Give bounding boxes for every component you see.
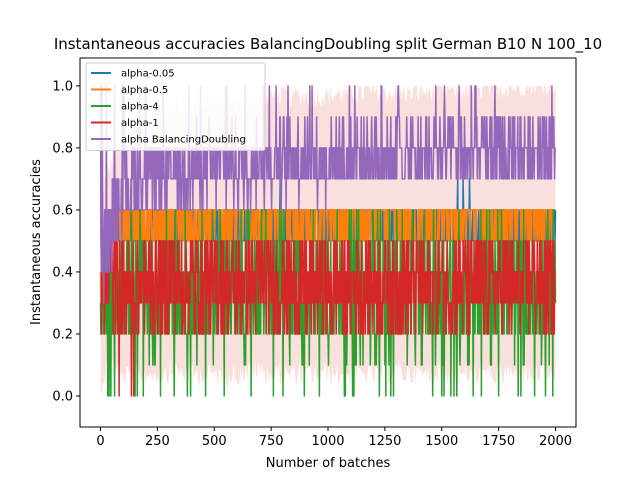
- legend-label: alpha-1: [121, 118, 159, 129]
- y-axis-label: Instantaneous accuracies: [29, 159, 44, 325]
- x-tick-label: 1000: [311, 434, 344, 449]
- y-tick-label: 0.6: [52, 203, 73, 218]
- legend-label: alpha BalancingDoubling: [121, 135, 246, 146]
- x-tick-label: 1750: [482, 434, 515, 449]
- y-axis: 0.0 0.2 0.4 0.6 0.8 1.0: [52, 79, 80, 404]
- x-tick-label: 1250: [368, 434, 401, 449]
- x-axis-label: Number of batches: [266, 456, 391, 471]
- x-tick-label: 250: [145, 434, 170, 449]
- x-tick-label: 750: [259, 434, 284, 449]
- chart-title: Instantaneous accuracies BalancingDoubli…: [54, 35, 602, 54]
- legend-label: alpha-4: [121, 102, 159, 113]
- series-line-alpha-1: [100, 240, 556, 397]
- series-line-alpha-BalancingDoubling: [99, 85, 556, 304]
- x-tick-label: 0: [96, 434, 104, 449]
- x-axis: 0 250 500 750 1000 1250 1500 1750 2000: [96, 427, 572, 449]
- legend-frame: [85, 62, 266, 151]
- y-tick-label: 1.0: [52, 79, 73, 94]
- legend: alpha-0.05 alpha-0.5 alpha-4 alpha-1 alpha B…: [85, 62, 266, 151]
- series-line-alpha-4: [99, 209, 557, 397]
- y-tick-label: 0.8: [52, 141, 73, 156]
- y-tick-label: 0.4: [52, 265, 73, 280]
- x-tick-label: 2000: [539, 434, 572, 449]
- y-tick-label: 0.0: [52, 389, 73, 404]
- legend-label: alpha-0.05: [121, 69, 175, 80]
- y-tick-label: 0.2: [52, 327, 73, 342]
- x-tick-label: 1500: [425, 434, 458, 449]
- x-tick-label: 500: [202, 434, 227, 449]
- legend-label: alpha-0.5: [121, 85, 168, 96]
